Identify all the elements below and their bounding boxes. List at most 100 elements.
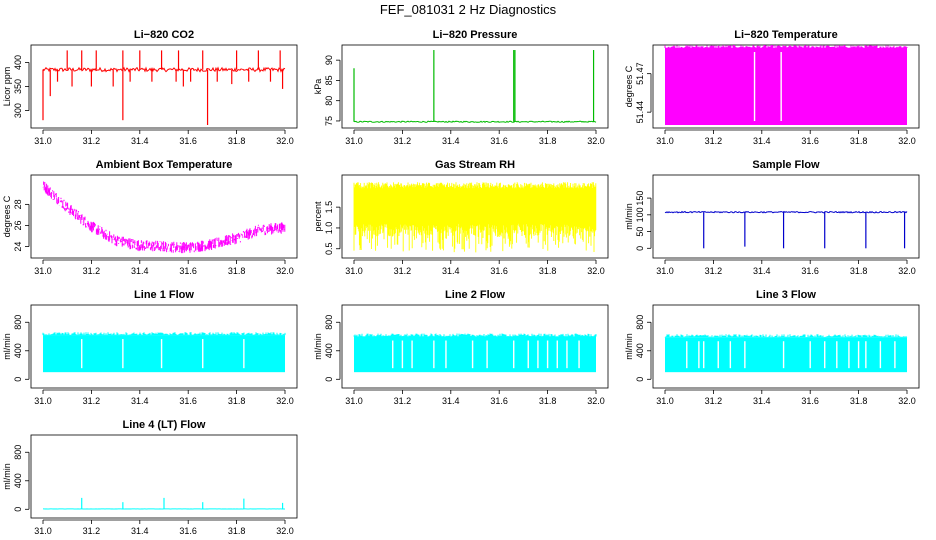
y-axis-label: ml/min	[2, 463, 12, 490]
y-tick-label: 0.5	[324, 242, 334, 255]
band-gap	[527, 340, 529, 369]
series-band	[354, 336, 596, 373]
figure-title: FEF_081031 2 Hz Diagnostics	[380, 2, 557, 17]
panel-title: Li−820 Pressure	[433, 29, 518, 41]
chart-panel: Li−820 Pressure 31.0 31.2 31.4 31.6 31.8 32.0 7…	[313, 29, 609, 146]
band-gap	[411, 340, 413, 369]
series	[353, 50, 597, 123]
panel-title: Line 1 Flow	[134, 289, 194, 301]
y-tick-label: 0	[635, 246, 645, 251]
band-gap	[848, 341, 850, 369]
band-gap	[782, 341, 785, 369]
x-tick-label: 32.0	[276, 396, 294, 406]
x-tick-label: 31.0	[34, 136, 52, 146]
panel-title: Line 4 (LT) Flow	[123, 419, 206, 431]
band-gap	[160, 339, 163, 369]
x-axis: 31.0 31.2 31.4 31.6 31.8 32.0	[656, 129, 916, 146]
series	[353, 182, 597, 253]
y-tick-label: 85	[324, 75, 334, 85]
y-tick-label: 51.47	[635, 62, 645, 85]
x-tick-label: 32.0	[587, 396, 605, 406]
x-tick-label: 32.0	[276, 136, 294, 146]
y-tick-label: 0	[635, 377, 645, 382]
y-axis-label: Licor ppm	[2, 67, 12, 107]
panel-title: Line 3 Flow	[756, 289, 816, 301]
x-tick-label: 31.8	[850, 266, 868, 276]
x-tick-label: 32.0	[587, 136, 605, 146]
x-tick-label: 31.2	[705, 136, 723, 146]
x-tick-label: 31.4	[442, 396, 460, 406]
y-axis-label: ml/min	[624, 333, 634, 360]
chart-panel: Line 3 Flow 31.0 31.2 31.4 31.6 31.8 32.0 0 400 8…	[624, 289, 920, 406]
y-tick-label: 75	[324, 116, 334, 126]
x-tick-label: 31.6	[179, 136, 197, 146]
band-gap	[471, 340, 474, 369]
y-axis: 75 80 85 90 kPa	[313, 55, 341, 126]
x-tick-label: 31.6	[179, 266, 197, 276]
y-tick-label: 1.5	[324, 201, 334, 214]
x-axis: 31.0 31.2 31.4 31.6 31.8 32.0	[34, 259, 294, 276]
x-tick-label: 31.8	[539, 396, 557, 406]
band-gap	[836, 341, 838, 369]
panel-title: Line 2 Flow	[445, 289, 505, 301]
band-gap	[445, 340, 447, 369]
band-gap	[857, 341, 860, 369]
band-gap	[703, 341, 705, 369]
x-axis: 31.0 31.2 31.4 31.6 31.8 32.0	[345, 259, 605, 276]
x-tick-label: 31.8	[850, 396, 868, 406]
x-tick-label: 31.8	[539, 136, 557, 146]
band-gap	[865, 341, 867, 369]
x-tick-label: 31.0	[34, 526, 52, 536]
x-tick-label: 31.2	[83, 266, 101, 276]
plot-frame	[30, 44, 298, 129]
band-gap	[879, 341, 882, 369]
series	[664, 45, 908, 125]
y-tick-label: 80	[324, 96, 334, 106]
x-tick-label: 31.4	[131, 266, 149, 276]
x-tick-label: 31.6	[801, 136, 819, 146]
band-gap	[894, 341, 896, 369]
band-gap	[729, 341, 732, 369]
x-tick-label: 31.4	[753, 396, 771, 406]
y-tick-label: 800	[13, 315, 23, 330]
series	[664, 210, 908, 249]
x-tick-label: 31.2	[394, 136, 412, 146]
band-gap	[753, 52, 756, 121]
x-tick-label: 32.0	[898, 396, 916, 406]
x-tick-label: 32.0	[898, 266, 916, 276]
x-tick-label: 32.0	[276, 526, 294, 536]
y-tick-label: 100	[635, 207, 645, 222]
x-tick-label: 31.8	[228, 396, 246, 406]
series-line	[42, 66, 286, 73]
band-gap	[698, 341, 700, 369]
x-tick-label: 31.4	[753, 136, 771, 146]
x-tick-label: 31.4	[442, 266, 460, 276]
y-tick-label: 26	[13, 220, 23, 230]
band-edge	[664, 334, 908, 338]
x-tick-label: 31.6	[490, 396, 508, 406]
series-band	[353, 182, 597, 253]
plot-frame	[652, 44, 920, 129]
series	[353, 333, 597, 373]
band-gap	[717, 341, 719, 369]
y-tick-label: 0	[13, 507, 23, 512]
y-tick-label: 400	[324, 343, 334, 358]
y-tick-label: 800	[635, 315, 645, 330]
series	[42, 181, 286, 254]
series-line	[353, 120, 597, 123]
band-gap	[486, 340, 488, 369]
band-gap	[122, 339, 124, 369]
y-tick-label: 400	[13, 343, 23, 358]
plot-frame	[341, 304, 609, 389]
y-axis-label: degrees C	[624, 65, 634, 107]
y-axis-label: ml/min	[313, 333, 323, 360]
band-gap	[556, 340, 558, 369]
y-axis-label: ml/min	[624, 203, 634, 230]
x-tick-label: 31.8	[539, 266, 557, 276]
